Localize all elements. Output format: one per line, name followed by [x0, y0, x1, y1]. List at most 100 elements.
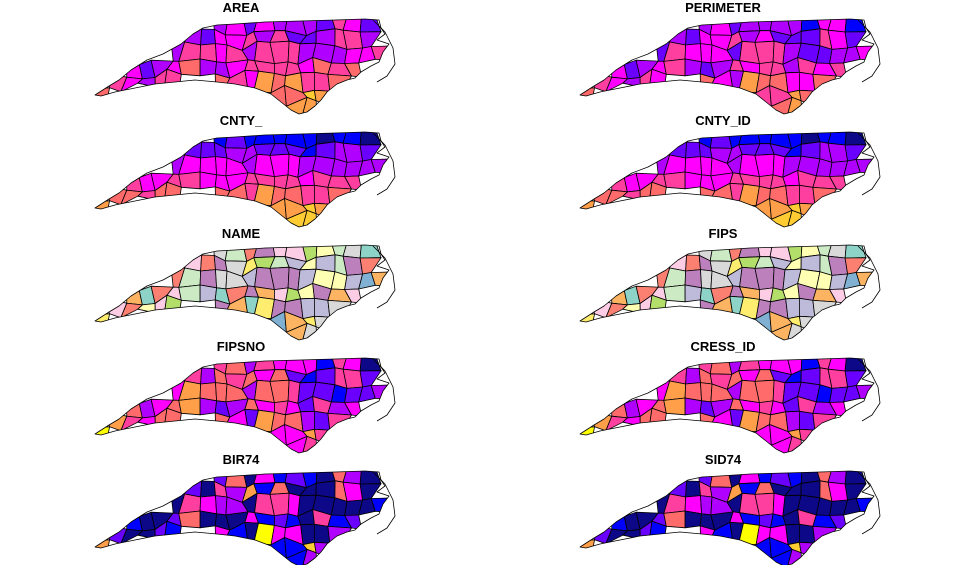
outer-banks-line — [857, 132, 881, 196]
county-polygon — [785, 184, 800, 206]
outer-banks-line — [372, 358, 396, 422]
state-outline — [579, 18, 875, 115]
county-polygon — [685, 28, 701, 46]
map-panel: FIPSNO — [0, 339, 482, 454]
county-map — [94, 470, 396, 565]
county-polygon — [314, 410, 331, 431]
county-polygon — [200, 367, 216, 385]
county-polygon — [178, 58, 201, 77]
county-map — [94, 18, 396, 115]
county-polygon — [342, 481, 363, 502]
county-polygon — [342, 132, 362, 146]
outer-banks-line — [857, 19, 881, 83]
county-map — [579, 470, 881, 565]
county-polygon — [684, 397, 702, 416]
map-panel-title: AREA — [222, 0, 260, 15]
county-polygon — [844, 257, 867, 275]
map-panel-title: NAME — [221, 226, 261, 241]
county-polygon — [738, 471, 761, 485]
county-polygon — [178, 397, 201, 416]
county-polygon — [342, 29, 363, 50]
county-polygon — [663, 510, 686, 529]
county-map — [94, 131, 396, 228]
outer-banks-line — [857, 245, 881, 309]
county-polygon — [827, 481, 848, 502]
state-outline — [579, 470, 875, 565]
county-polygon — [224, 19, 248, 36]
state-outline — [579, 244, 875, 341]
county-polygon — [178, 171, 201, 190]
county-polygon — [700, 495, 713, 516]
county-polygon — [663, 397, 686, 416]
county-polygon — [844, 144, 867, 162]
map-panel: AREA — [0, 0, 482, 115]
outer-banks-line — [857, 471, 881, 535]
county-polygon — [827, 368, 848, 389]
county-polygon — [827, 29, 848, 50]
county-polygon — [199, 397, 217, 416]
county-polygon — [738, 358, 761, 372]
county-polygon — [178, 510, 201, 529]
county-polygon — [663, 171, 686, 190]
county-polygon — [253, 471, 276, 485]
state-outline — [94, 357, 390, 454]
county-polygon — [342, 358, 362, 372]
county-polygon — [253, 245, 276, 259]
map-panel: CNTY_ID — [482, 113, 964, 228]
county-polygon — [342, 255, 363, 276]
county-polygon — [314, 184, 331, 205]
county-polygon — [342, 368, 363, 389]
county-polygon — [300, 184, 315, 206]
county-polygon — [300, 523, 315, 545]
county-polygon — [359, 257, 382, 275]
county-polygon — [224, 471, 248, 488]
county-polygon — [199, 284, 217, 303]
county-polygon — [799, 184, 816, 205]
county-map — [579, 18, 881, 115]
county-polygon — [253, 358, 276, 372]
county-polygon — [738, 132, 761, 146]
state-outline — [94, 244, 390, 341]
state-outline — [94, 470, 390, 565]
county-polygon — [200, 254, 216, 272]
county-polygon — [684, 284, 702, 303]
county-polygon — [827, 245, 847, 259]
county-polygon — [342, 142, 363, 163]
state-outline — [579, 131, 875, 228]
map-panel-title: FIPS — [708, 226, 738, 241]
map-panel-title: CRESS_ID — [690, 339, 756, 354]
county-polygon — [300, 71, 315, 93]
county-polygon — [709, 19, 733, 36]
county-polygon — [314, 297, 331, 318]
county-polygon — [224, 358, 248, 375]
county-polygon — [799, 71, 816, 92]
county-polygon — [799, 523, 816, 544]
county-polygon — [224, 132, 248, 149]
county-polygon — [359, 144, 382, 162]
county-polygon — [685, 254, 701, 272]
county-polygon — [738, 19, 761, 33]
county-polygon — [224, 245, 248, 262]
county-polygon — [700, 269, 713, 290]
county-polygon — [300, 410, 315, 432]
county-polygon — [685, 367, 701, 385]
county-polygon — [709, 245, 733, 262]
county-polygon — [200, 480, 216, 498]
county-polygon — [709, 471, 733, 488]
map-panel: NAME — [0, 226, 482, 341]
county-polygon — [359, 483, 382, 501]
county-polygon — [827, 255, 848, 276]
county-polygon — [827, 142, 848, 163]
county-polygon — [178, 284, 201, 303]
county-polygon — [700, 156, 713, 177]
county-polygon — [215, 43, 228, 64]
county-polygon — [253, 132, 276, 146]
map-panel-title: SID74 — [704, 452, 742, 467]
county-polygon — [253, 19, 276, 33]
county-polygon — [844, 370, 867, 388]
county-polygon — [215, 382, 228, 403]
map-panel: CRESS_ID — [482, 339, 964, 454]
county-polygon — [738, 245, 761, 259]
county-polygon — [844, 31, 867, 49]
